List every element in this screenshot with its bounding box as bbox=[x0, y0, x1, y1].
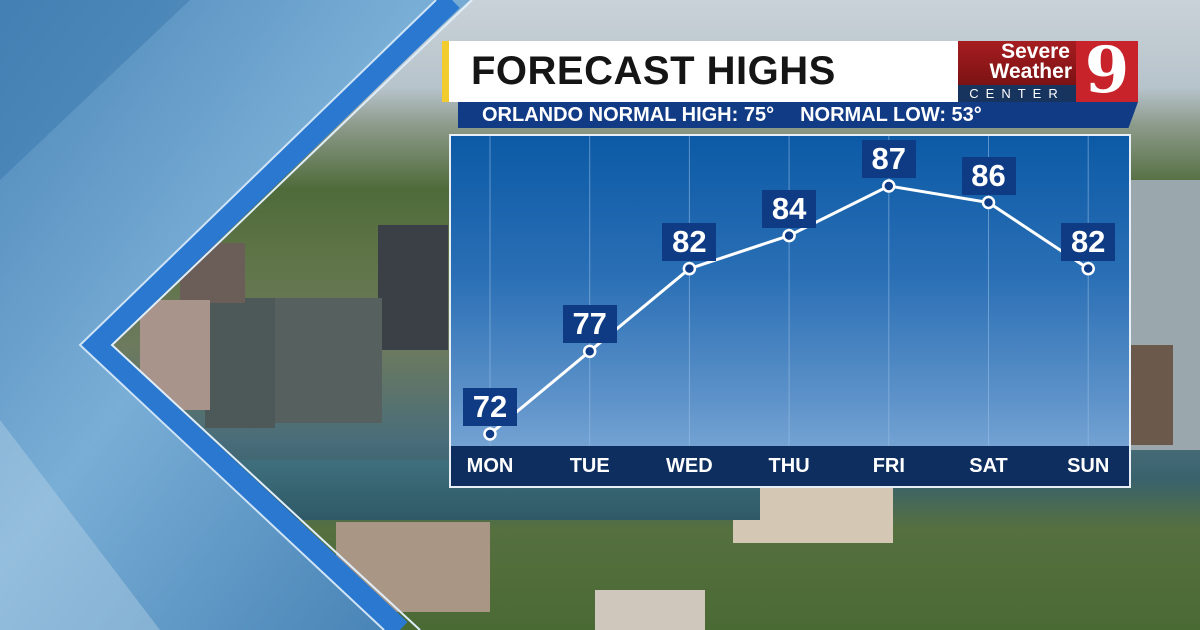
day-label-thu: THU bbox=[768, 455, 810, 477]
data-point-marker bbox=[1081, 261, 1095, 276]
data-point-marker bbox=[582, 344, 597, 359]
logo-channel-block: 9 bbox=[1076, 35, 1138, 107]
normals-text: ORLANDO NORMAL HIGH: 75° NORMAL LOW: 53° bbox=[482, 104, 982, 127]
building bbox=[595, 590, 705, 630]
data-point-marker bbox=[782, 228, 796, 243]
logo-red-block: Severe Weather bbox=[958, 41, 1076, 85]
logo-center-block: CENTER bbox=[958, 85, 1076, 102]
value-label: 77 bbox=[562, 305, 617, 344]
page-title: FORECAST HIGHS bbox=[471, 49, 836, 93]
data-point-marker bbox=[882, 179, 896, 193]
title-bar: FORECAST HIGHS bbox=[442, 41, 958, 102]
day-label-sat: SAT bbox=[969, 455, 1008, 477]
building bbox=[140, 300, 210, 410]
logo-line2: Weather bbox=[989, 60, 1072, 83]
value-label: 87 bbox=[861, 140, 916, 178]
logo-line1: Severe bbox=[1001, 40, 1070, 63]
value-label: 84 bbox=[762, 189, 817, 228]
data-point-marker bbox=[682, 261, 697, 276]
value-label: 86 bbox=[961, 156, 1016, 195]
value-label: 82 bbox=[662, 222, 717, 261]
day-label-mon: MON bbox=[466, 455, 514, 477]
building bbox=[205, 298, 275, 428]
day-axis: MON TUE WED THU FRI SAT SUN bbox=[451, 446, 1129, 486]
building bbox=[272, 298, 382, 423]
forecast-chart: 72 77 82 84 87 86 82 MON TUE WED THU FRI SAT SUN bbox=[449, 134, 1131, 488]
channel-number: 9 bbox=[1084, 33, 1130, 108]
building bbox=[378, 225, 448, 350]
value-label: 72 bbox=[463, 388, 517, 426]
day-label-fri: FRI bbox=[872, 455, 905, 477]
normals-bar: ORLANDO NORMAL HIGH: 75° NORMAL LOW: 53° bbox=[458, 102, 1138, 128]
building bbox=[336, 522, 490, 612]
data-point-marker bbox=[981, 195, 996, 210]
normal-high: ORLANDO NORMAL HIGH: 75° bbox=[482, 104, 775, 126]
chart-plot bbox=[483, 136, 1095, 446]
logo-line3: CENTER bbox=[969, 86, 1065, 101]
building bbox=[180, 243, 245, 303]
severe-weather-center-logo: Severe Weather CENTER 9 bbox=[958, 35, 1138, 107]
day-label-tue: TUE bbox=[569, 455, 610, 477]
building bbox=[1128, 345, 1173, 445]
value-label: 82 bbox=[1061, 222, 1116, 261]
data-point-marker bbox=[483, 427, 497, 441]
day-label-wed: WED bbox=[666, 455, 713, 477]
normal-low: NORMAL LOW: 53° bbox=[800, 104, 982, 126]
day-label-sun: SUN bbox=[1067, 455, 1110, 477]
